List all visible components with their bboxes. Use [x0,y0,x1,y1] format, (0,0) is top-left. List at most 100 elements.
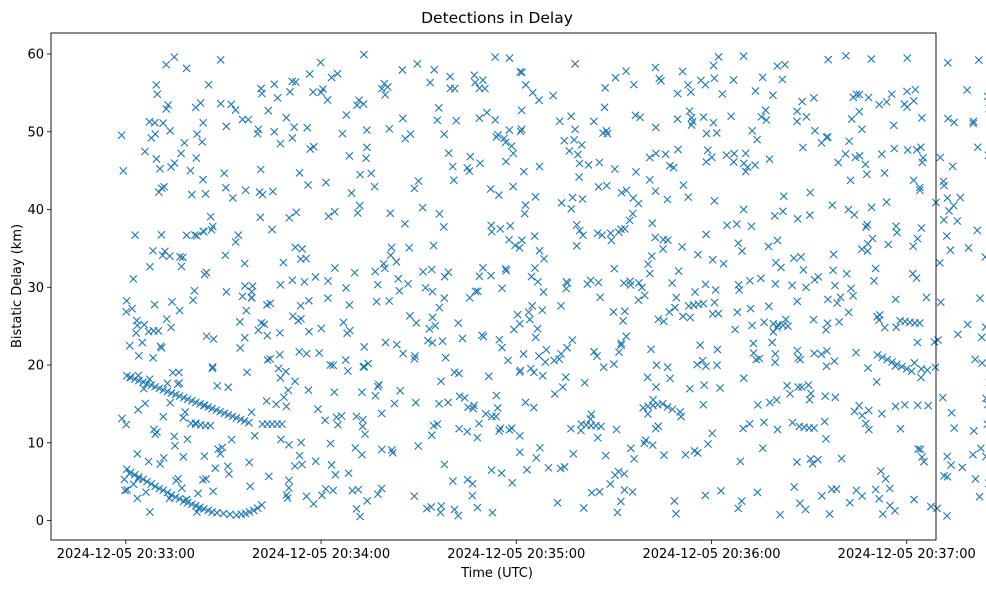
data-point [176,252,185,261]
data-point [360,342,369,351]
data-point [263,355,272,364]
data-point [450,368,459,377]
data-point [578,195,587,204]
data-point [470,71,479,80]
data-point [770,211,779,220]
data-point [982,452,986,461]
data-point [913,234,922,243]
data-point [797,383,806,392]
data-point [595,158,604,167]
data-point [561,373,570,382]
data-point [405,311,414,320]
data-point [435,399,444,408]
data-point [949,201,958,210]
data-point [315,348,324,357]
data-point [847,115,856,124]
data-point [570,135,579,144]
data-point [199,175,208,184]
data-point [915,319,924,328]
data-point [247,293,256,302]
data-point [148,246,157,255]
data-point [256,213,265,222]
data-point [433,116,442,125]
data-point [660,451,668,460]
data-point [867,55,876,64]
data-point [345,301,354,310]
data-point [172,476,181,485]
data-point [473,503,482,512]
data-point [708,255,717,264]
data-point [362,143,371,152]
data-point [761,106,770,115]
data-point [359,50,368,59]
data-point [809,424,818,433]
data-point [332,413,341,422]
data-point [455,392,464,401]
data-point [329,361,338,370]
data-point [762,116,771,125]
data-point [298,460,307,469]
data-point [702,129,711,138]
data-point [158,251,167,260]
data-point [659,235,668,244]
data-point [823,319,832,328]
data-point [399,349,408,358]
data-point [323,95,332,104]
data-point [331,470,340,479]
data-point [917,224,926,233]
data-point [392,340,401,349]
data-point [713,345,722,354]
data-point [475,272,484,281]
data-point [632,167,640,176]
data-point [821,392,830,401]
data-point [676,407,685,416]
data-point [373,382,382,391]
data-point [487,271,495,280]
data-point [189,296,198,305]
data-point [863,220,872,229]
data-point [798,97,807,106]
data-point [659,244,668,253]
data-point [712,128,721,137]
data-point [745,276,754,285]
data-point [716,486,725,495]
data-point [329,486,338,495]
chart-title: Detections in Delay [421,9,573,27]
data-point [290,123,299,132]
data-point [263,331,272,340]
data-point [288,133,297,142]
y-tick-label: 60 [27,47,44,62]
data-point [593,352,602,361]
data-point [530,263,539,272]
data-point [572,241,581,250]
data-point [647,345,656,354]
data-point [213,381,222,390]
data-point [446,84,455,93]
data-point [121,486,130,495]
data-point [793,346,802,355]
data-point [631,111,640,120]
data-point [521,201,530,210]
data-point [162,60,171,69]
data-point [701,362,710,371]
data-point [942,231,951,240]
data-point [352,412,361,421]
data-point [587,488,596,497]
data-point [699,113,708,122]
data-point [823,133,832,141]
data-point [471,287,480,296]
data-point [577,140,586,149]
data-point [163,488,172,497]
data-point [509,182,518,191]
data-point [542,345,551,354]
data-point [204,80,213,89]
data-point [756,274,765,283]
data-point [216,55,225,64]
data-point [129,274,138,283]
data-point [579,231,588,240]
data-point [151,482,160,491]
data-point [821,325,830,334]
data-point [496,224,505,233]
data-point [330,264,339,273]
data-point [617,341,626,350]
